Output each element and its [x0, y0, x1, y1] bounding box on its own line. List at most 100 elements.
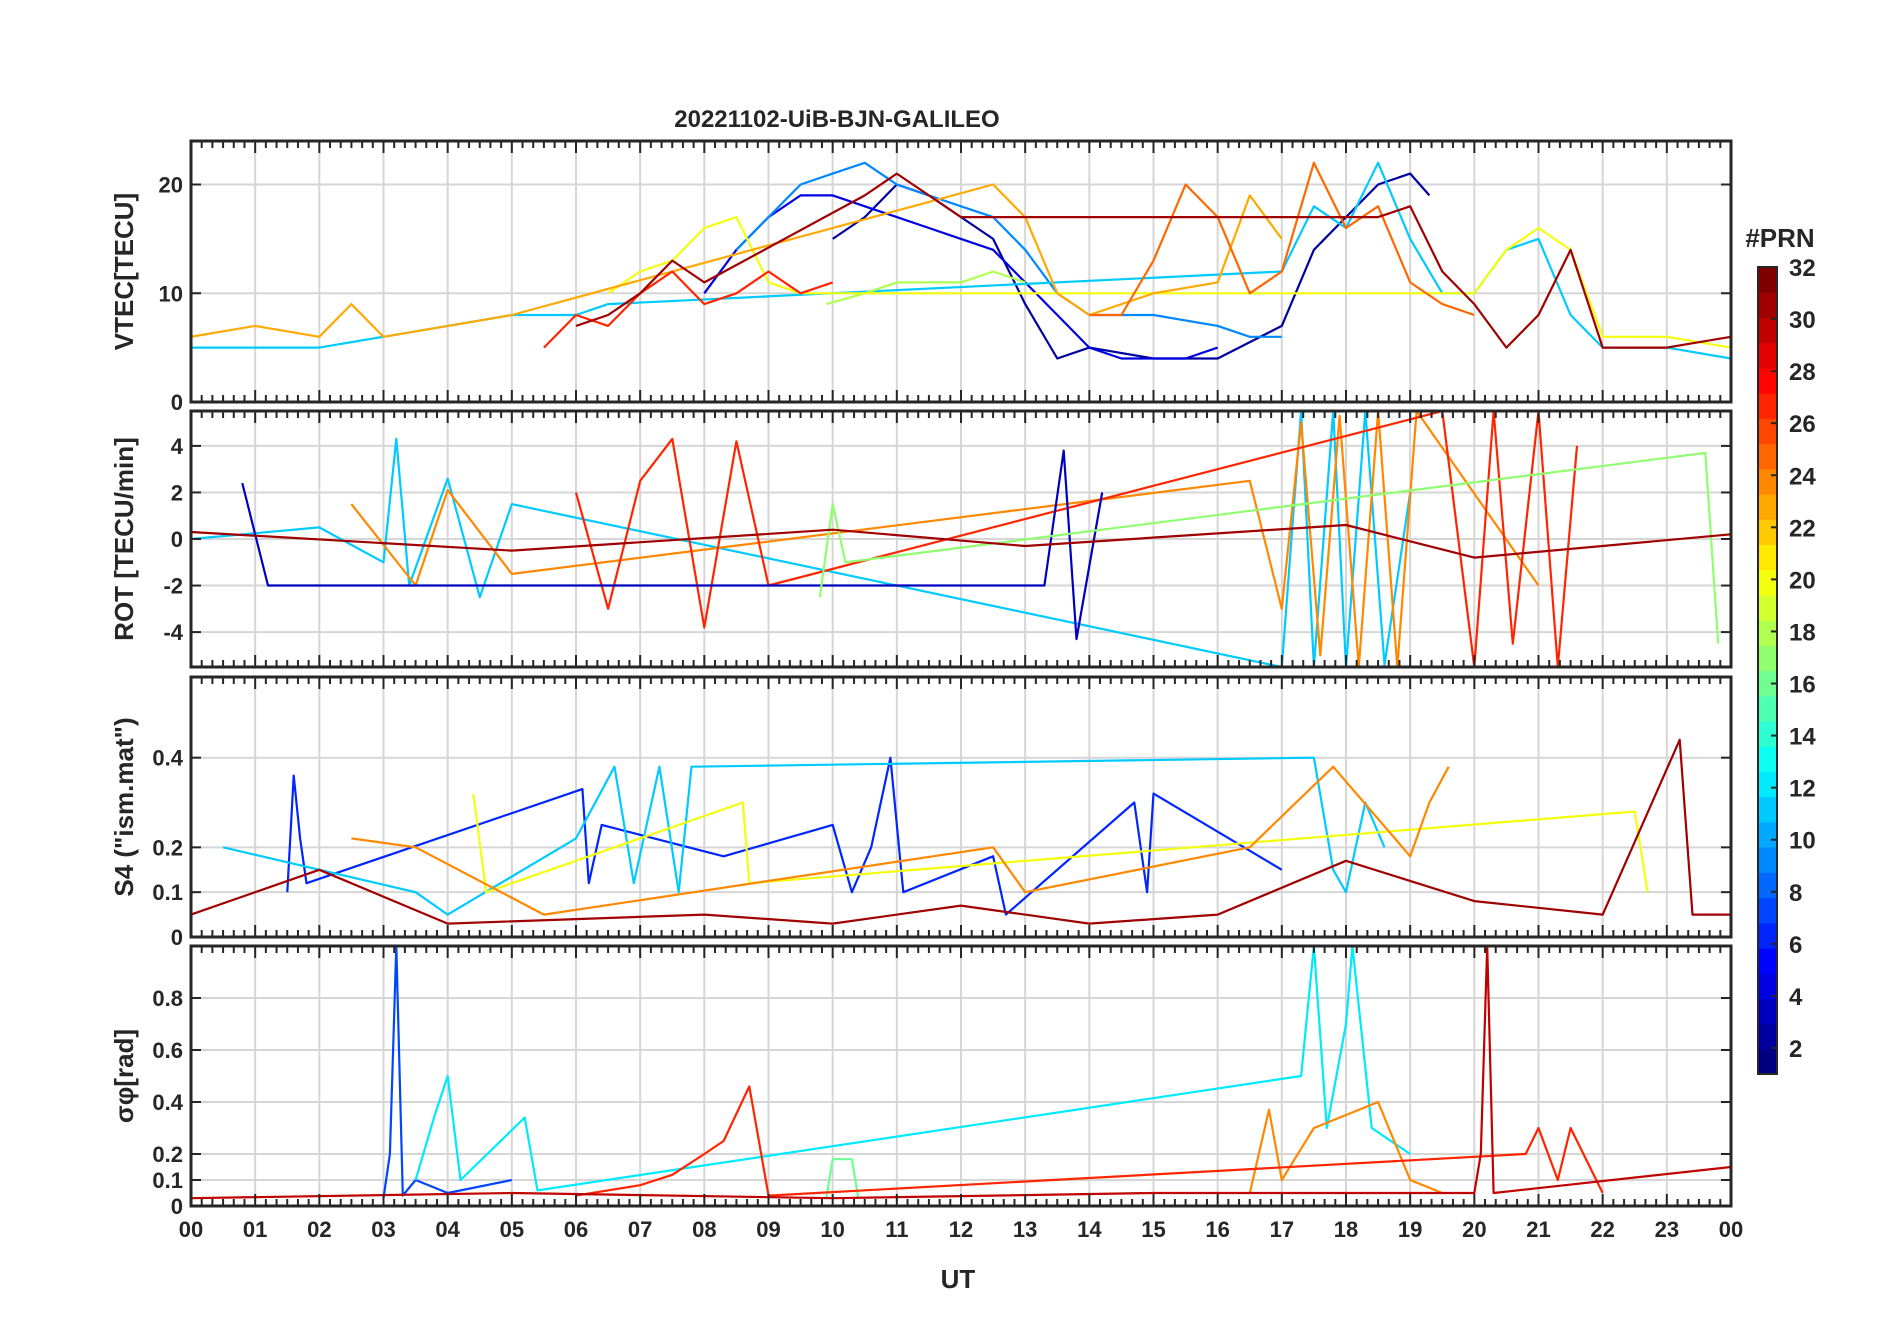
x-tick-label: 12 [949, 1217, 973, 1242]
x-tick-label: 23 [1655, 1217, 1679, 1242]
colorbar-tick-label: 14 [1789, 724, 1816, 751]
y-tick-label: 0.4 [152, 1090, 183, 1115]
colorbar-swatch [1758, 695, 1777, 722]
colorbar-swatch [1758, 620, 1777, 646]
panel-2: -4 -2 0 2 4 ROT [TECU/min] [109, 409, 1733, 669]
x-tick-label: 15 [1141, 1217, 1165, 1242]
series-line-prn-27 [575, 1085, 1604, 1197]
y-tick-label: 0.4 [152, 746, 183, 771]
x-tick-label: 03 [371, 1217, 395, 1242]
y-tick-label: 0.2 [152, 835, 183, 860]
x-tick-label: 22 [1590, 1217, 1614, 1242]
series-line-prn-27 [574, 411, 1579, 667]
colorbar-swatch [1758, 267, 1777, 293]
x-tick-label: 13 [1013, 1217, 1037, 1242]
colorbar-swatch [1758, 998, 1777, 1025]
y-axis-label: σφ[rad] [109, 1029, 139, 1123]
y-tick-label: 0.6 [152, 1038, 183, 1063]
series-group [191, 161, 1731, 360]
x-tick-label: 08 [692, 1217, 716, 1242]
y-tick-label: 0 [171, 390, 183, 415]
x-tick-label: 05 [500, 1217, 524, 1242]
series-line-prn-27 [543, 270, 834, 349]
colorbar-swatch [1758, 872, 1777, 899]
colorbar-tick-label: 30 [1789, 307, 1816, 334]
colorbar-swatch [1758, 771, 1777, 798]
colorbar-tick-label: 32 [1789, 255, 1816, 282]
series-line-prn-17 [818, 451, 1720, 644]
colorbar-swatch [1758, 922, 1777, 949]
series-group [191, 946, 1731, 1200]
colorbar-tick-label: 28 [1789, 359, 1816, 386]
y-tick-label: 20 [159, 173, 183, 198]
colorbar-swatch [1758, 645, 1777, 672]
y-tick-label: -4 [163, 620, 183, 645]
series-line-prn-3 [241, 449, 1104, 641]
series-line-prn-20 [607, 216, 1731, 349]
colorbar-swatch [1758, 947, 1777, 974]
colorbar-swatch [1758, 493, 1777, 520]
y-tick-label: -2 [163, 574, 183, 599]
colorbar-swatch [1758, 897, 1777, 924]
colorbar-frame [1757, 266, 1778, 1075]
y-tick-label: 0.1 [152, 1168, 183, 1193]
x-tick-label: 21 [1526, 1217, 1550, 1242]
y-tick-label: 4 [171, 434, 184, 459]
colorbar-swatch [1758, 594, 1777, 621]
colorbar-tick-label: 10 [1789, 828, 1816, 855]
series-line-prn-20 [472, 793, 1649, 894]
x-tick-label: 18 [1334, 1217, 1358, 1242]
x-tick-label: 11 [885, 1217, 908, 1242]
y-tick-label: 0.2 [152, 1142, 183, 1167]
x-tick-label: 02 [307, 1217, 331, 1242]
colorbar-swatch [1758, 443, 1777, 470]
x-axis-label: UT [941, 1264, 976, 1294]
x-tick-label: 00 [1719, 1217, 1743, 1242]
panel-3: 0 0.1 0.2 0.4 S4 ("ism.mat") [109, 675, 1733, 950]
panel-1: 0 10 20 VTEC[TECU] [109, 139, 1733, 415]
series-line-prn-31 [575, 172, 1731, 349]
colorbar-swatch [1758, 847, 1777, 873]
series-line-prn-24 [351, 765, 1450, 916]
x-tick-label: 10 [820, 1217, 844, 1242]
colorbar-swatch [1758, 317, 1777, 344]
series-group [191, 411, 1731, 667]
colorbar-tick-label: 12 [1789, 776, 1816, 803]
y-tick-label: 0 [171, 527, 183, 552]
y-tick-label: 0.8 [152, 986, 183, 1011]
x-tick-label: 06 [564, 1217, 588, 1242]
colorbar-swatch [1758, 342, 1777, 369]
colorbar-title: #PRN [1745, 223, 1814, 253]
colorbar-swatch [1758, 292, 1777, 319]
x-tick-label: 09 [756, 1217, 780, 1242]
series-line-prn-4 [703, 194, 1219, 360]
colorbar-tick-label: 2 [1789, 1036, 1802, 1063]
series-line-prn-23 [191, 183, 1283, 338]
chart-title: 20221102-UiB-BJN-GALILEO [674, 106, 999, 133]
colorbar-swatch [1758, 973, 1777, 999]
y-axis-label: VTEC[TECU] [109, 193, 139, 350]
colorbar-swatch [1758, 393, 1777, 419]
colorbar-swatch [1758, 670, 1777, 697]
colorbar-swatch [1758, 468, 1777, 495]
y-tick-label: 10 [159, 281, 183, 306]
colorbar-swatch [1758, 746, 1777, 772]
colorbar-swatch [1758, 796, 1777, 823]
colorbar-tick-label: 20 [1789, 567, 1816, 594]
x-tick-label: 04 [435, 1217, 460, 1242]
series-line-prn-2 [832, 172, 1431, 360]
series-line-prn-31 [191, 738, 1731, 925]
colorbar-swatch [1758, 519, 1777, 546]
series-line-prn-16 [825, 1158, 860, 1199]
colorbar-swatch [1758, 544, 1777, 571]
series-line-prn-30 [191, 946, 1731, 1200]
series-group [191, 738, 1731, 925]
series-line-prn-24 [1248, 1100, 1443, 1195]
colorbar-swatch [1758, 1023, 1777, 1050]
x-tick-label: 20 [1462, 1217, 1486, 1242]
colorbar-tick-label: 26 [1789, 411, 1816, 438]
x-tick-label: 16 [1205, 1217, 1229, 1242]
y-tick-label: 0 [171, 1194, 183, 1219]
